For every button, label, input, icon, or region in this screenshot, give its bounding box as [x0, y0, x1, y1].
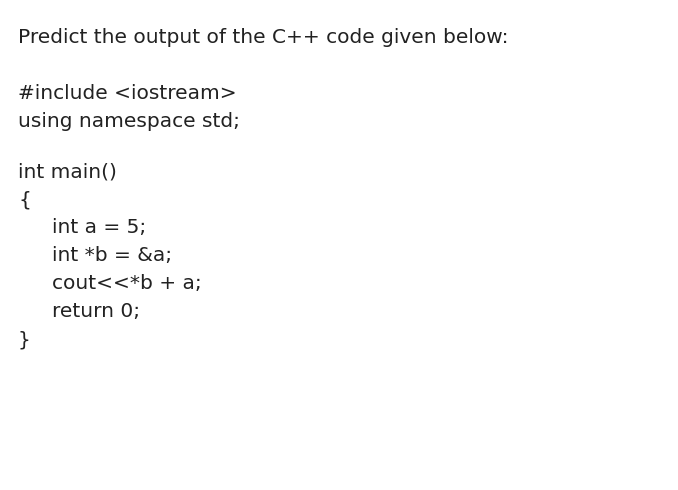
- Text: int *b = &a;: int *b = &a;: [52, 246, 172, 266]
- Text: return 0;: return 0;: [52, 302, 140, 321]
- Text: int a = 5;: int a = 5;: [52, 219, 146, 237]
- Text: }: }: [18, 330, 31, 349]
- Text: int main(): int main(): [18, 162, 117, 181]
- Text: {: {: [18, 191, 31, 209]
- Text: Predict the output of the C++ code given below:: Predict the output of the C++ code given…: [18, 28, 508, 47]
- Text: using namespace std;: using namespace std;: [18, 112, 240, 131]
- Text: cout<<*b + a;: cout<<*b + a;: [52, 274, 202, 294]
- Text: #include <iostream>: #include <iostream>: [18, 84, 237, 103]
